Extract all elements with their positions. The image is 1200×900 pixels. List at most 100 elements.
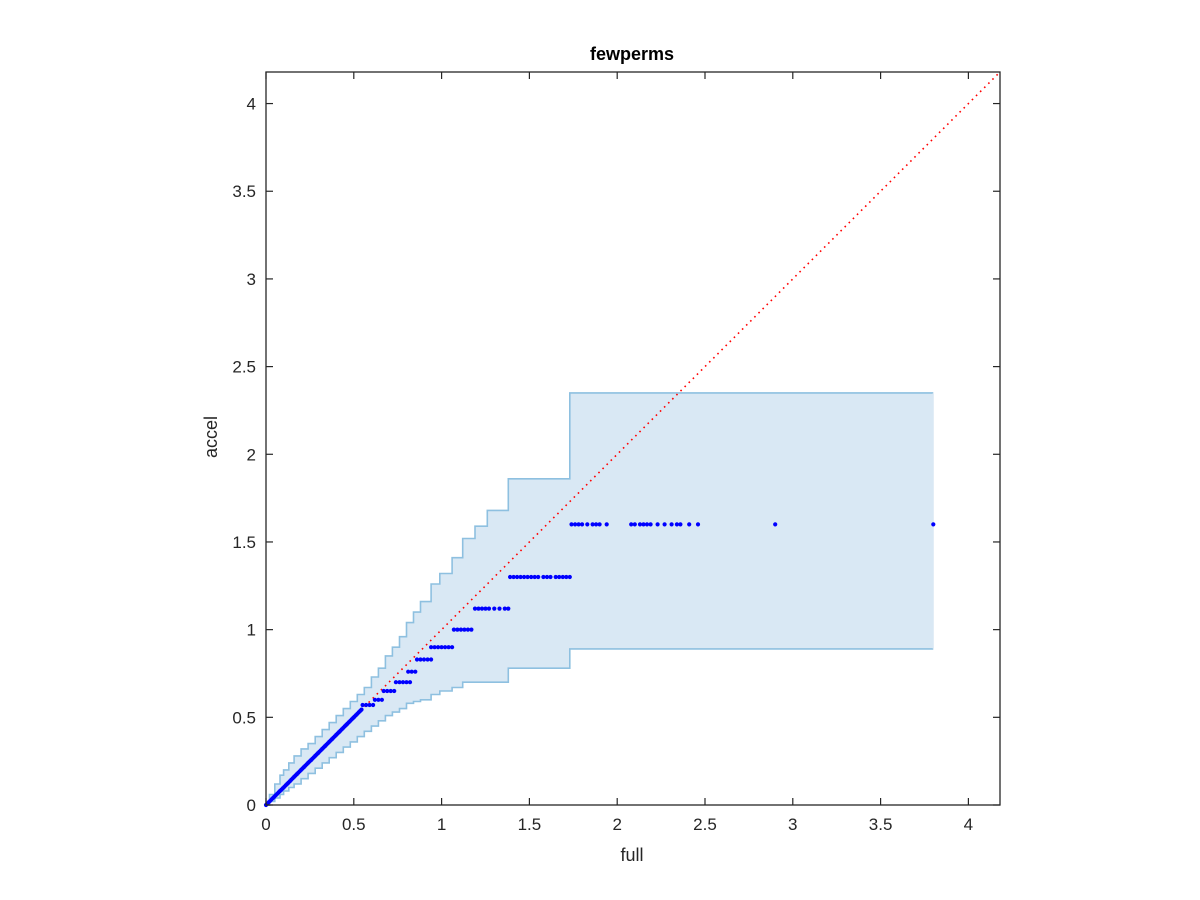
data-point (414, 657, 420, 662)
data-point (458, 627, 463, 632)
y-tick-label: 2.5 (232, 358, 256, 377)
data-point (641, 522, 646, 527)
data-point (497, 606, 502, 611)
data-point (560, 574, 565, 580)
diagonal-line (265, 71, 1001, 806)
data-point (492, 606, 497, 611)
data-point (455, 627, 460, 632)
data-point (371, 702, 376, 708)
data-point (567, 574, 572, 580)
y-tick-label: 0 (247, 796, 256, 815)
y-tick-label: 3 (247, 270, 256, 289)
x-tick-label: 3 (788, 815, 797, 834)
data-point (400, 680, 406, 685)
x-tick-label: 0.5 (342, 815, 366, 834)
data-point (443, 645, 448, 650)
data-point (506, 606, 511, 611)
data-point (553, 574, 558, 580)
data-point (364, 702, 369, 708)
x-tick-label: 1 (437, 815, 446, 834)
data-point (544, 574, 550, 580)
data-point (576, 522, 581, 527)
data-point (469, 627, 474, 632)
x-axis-label: full (620, 845, 643, 865)
data-point (476, 606, 481, 611)
data-point (532, 574, 537, 580)
data-point (462, 627, 467, 632)
data-point (594, 522, 599, 527)
data-point (421, 657, 427, 662)
data-point (931, 522, 936, 527)
data-point (451, 627, 456, 632)
data-point (573, 522, 578, 527)
axes-box (265, 71, 1001, 806)
data-point (429, 645, 434, 650)
y-axis-label: accel (201, 416, 221, 458)
data-point (479, 606, 485, 611)
x-tick-label: 1.5 (518, 815, 542, 834)
identity-line (265, 71, 1001, 806)
data-point (541, 574, 546, 580)
y-tick-label: 3.5 (232, 182, 256, 201)
data-point (604, 522, 609, 527)
data-point (360, 702, 365, 708)
data-point (695, 522, 701, 527)
data-points (263, 522, 936, 808)
chart-title: fewperms (590, 44, 674, 64)
band-lower-edge (266, 648, 934, 806)
data-point (773, 522, 778, 527)
data-point (483, 606, 488, 611)
data-point (432, 645, 437, 650)
band-upper-edge (266, 392, 934, 806)
data-point (425, 657, 430, 662)
x-tick-label: 0 (261, 815, 270, 834)
data-point (385, 688, 390, 694)
data-point (367, 702, 372, 708)
data-point (450, 645, 455, 650)
x-tick-label: 4 (964, 815, 973, 834)
data-point (392, 688, 397, 694)
data-point (585, 522, 590, 527)
y-tick-label: 2 (247, 445, 256, 464)
data-point (446, 645, 451, 650)
data-point (678, 522, 683, 527)
y-tick-label: 0.5 (232, 708, 256, 727)
data-point (662, 522, 667, 527)
data-point (472, 606, 478, 611)
data-point (522, 574, 527, 580)
data-point (406, 669, 411, 674)
y-tick-label: 1.5 (232, 533, 256, 552)
data-point (436, 645, 441, 650)
data-point (648, 522, 653, 527)
data-point (379, 697, 384, 702)
data-point (486, 606, 492, 611)
data-point (515, 574, 520, 580)
data-point (404, 680, 409, 685)
plot-frame (265, 71, 1001, 806)
x-tick-label: 2 (612, 815, 621, 834)
data-point (655, 522, 660, 527)
data-point (511, 574, 516, 580)
data-point (429, 657, 434, 662)
data-point (632, 522, 637, 527)
data-point (439, 645, 444, 650)
y-tick-label: 4 (247, 95, 256, 114)
data-point (580, 522, 585, 527)
data-point (637, 522, 643, 527)
x-tick-label: 2.5 (693, 815, 717, 834)
data-point (529, 574, 534, 580)
band-fill (266, 392, 934, 805)
data-point (465, 627, 470, 632)
data-point (418, 657, 423, 662)
data-point (388, 688, 393, 694)
data-point (687, 522, 692, 527)
confidence-band (266, 392, 934, 806)
data-point (372, 697, 377, 702)
data-point (548, 574, 553, 580)
data-point (502, 606, 507, 611)
data-point (590, 522, 595, 527)
data-point (359, 707, 364, 712)
data-point (381, 688, 386, 694)
data-point (413, 669, 418, 674)
